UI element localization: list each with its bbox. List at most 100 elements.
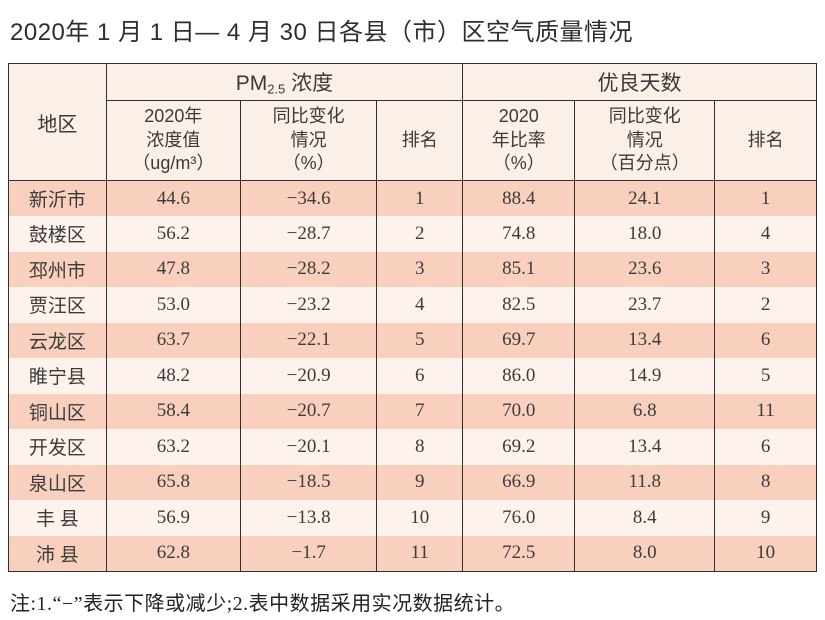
good-ratio-cell: 66.9 [462, 464, 576, 500]
pm25-group-suffix: 浓度 [285, 72, 334, 95]
pm25-change-cell: −28.2 [239, 251, 378, 287]
good-ratio-column-header: 2020 年比率 （%） [462, 100, 576, 181]
good-ratio-cell: 74.8 [462, 216, 576, 252]
pm25-rank-cell: 5 [376, 322, 464, 358]
table-row: 新沂市 44.6 −34.6 1 88.4 24.1 1 [8, 180, 817, 216]
good-rank-cell: 9 [714, 500, 817, 536]
pm25-rank-cell: 11 [376, 535, 464, 571]
pm25-rank-cell: 4 [376, 287, 464, 323]
table-row: 泉山区 65.8 −18.5 9 66.9 11.8 8 [8, 464, 817, 500]
good-rank-column-header: 排名 [714, 100, 817, 181]
table-row: 贾汪区 53.0 −23.2 4 82.5 23.7 2 [8, 287, 817, 323]
pm25-rank-column-header: 排名 [376, 100, 464, 181]
good-change-cell: 13.4 [574, 429, 716, 465]
pm25-change-cell: −22.1 [239, 322, 378, 358]
pm25-rank-cell: 6 [376, 358, 464, 394]
pm25-rank-cell: 3 [376, 251, 464, 287]
good-ratio-cell: 88.4 [462, 180, 576, 216]
good-rank-cell: 11 [714, 393, 817, 429]
pm25-change-cell: −28.7 [239, 216, 378, 252]
good-change-column-header: 同比变化 情况 （百分点） [574, 100, 716, 181]
good-ratio-cell: 86.0 [462, 358, 576, 394]
good-ratio-cell: 76.0 [462, 500, 576, 536]
good-ratio-cell: 72.5 [462, 535, 576, 571]
pm25-change-cell: −13.8 [239, 500, 378, 536]
good-change-cell: 18.0 [574, 216, 716, 252]
good-days-label: 优良天数 [597, 72, 682, 95]
table-row: 云龙区 63.7 −22.1 5 69.7 13.4 6 [8, 322, 817, 358]
pm25-change-cell: −20.1 [239, 429, 378, 465]
pm25-rank-cell: 1 [376, 180, 464, 216]
table-row: 丰 县 56.9 −13.8 10 76.0 8.4 9 [8, 500, 817, 536]
pm25-value-cell: 53.0 [105, 287, 241, 323]
region-cell: 新沂市 [8, 180, 107, 216]
region-cell: 贾汪区 [8, 287, 107, 323]
good-change-cell: 8.4 [574, 500, 716, 536]
region-cell: 开发区 [8, 429, 107, 465]
footer-note: 注:1.“−”表示下降或减少;2.表中数据采用实况数据统计。 [10, 592, 516, 615]
pm25-change-cell: −18.5 [239, 464, 378, 500]
pm25-value-cell: 47.8 [105, 251, 241, 287]
table-header: 地区 PM2.5 浓度 优良天数 2020年 浓度值 （ug/m³） 同比变化 … [8, 63, 817, 181]
region-column-header: 地区 [8, 63, 107, 181]
good-change-cell: 14.9 [574, 358, 716, 394]
pm25-change-cell: −1.7 [239, 535, 378, 571]
pm25-rank-cell: 10 [376, 500, 464, 536]
sub-header-row: 2020年 浓度值 （ug/m³） 同比变化 情况 （%） 排名 2020 年比… [9, 100, 817, 181]
table-body: 新沂市 44.6 −34.6 1 88.4 24.1 1 鼓楼区 56.2 −2… [8, 180, 817, 571]
table-row: 开发区 63.2 −20.1 8 69.2 13.4 6 [8, 429, 817, 465]
good-change-cell: 23.7 [574, 287, 716, 323]
region-cell: 睢宁县 [8, 358, 107, 394]
good-rank-cell: 1 [714, 180, 817, 216]
good-days-group-header: 优良天数 [462, 63, 817, 101]
group-header-row: 地区 PM2.5 浓度 优良天数 [8, 63, 817, 181]
table-row: 沛 县 62.8 −1.7 11 72.5 8.0 10 [8, 535, 817, 571]
pm25-value-cell: 56.2 [105, 216, 241, 252]
good-ratio-cell: 85.1 [462, 251, 576, 287]
pm25-value-cell: 58.4 [105, 393, 241, 429]
region-cell: 丰 县 [8, 500, 107, 536]
good-rank-cell: 2 [714, 287, 817, 323]
good-rank-cell: 5 [714, 358, 817, 394]
pm25-group-prefix: PM [235, 72, 268, 95]
pm25-change-cell: −23.2 [239, 287, 378, 323]
pm25-rank-cell: 7 [376, 393, 464, 429]
pm25-change-cell: −34.6 [239, 180, 378, 216]
pm25-rank-cell: 9 [376, 464, 464, 500]
pm25-value-cell: 48.2 [105, 358, 241, 394]
pm25-rank-cell: 8 [376, 429, 464, 465]
good-rank-cell: 10 [714, 535, 817, 571]
good-rank-cell: 8 [714, 464, 817, 500]
pm25-change-cell: −20.7 [239, 393, 378, 429]
pm25-value-cell: 44.6 [105, 180, 241, 216]
good-change-cell: 11.8 [574, 464, 716, 500]
good-rank-cell: 3 [714, 251, 817, 287]
region-cell: 铜山区 [8, 393, 107, 429]
good-rank-cell: 6 [714, 429, 817, 465]
pm25-value-cell: 65.8 [105, 464, 241, 500]
pm25-rank-cell: 2 [376, 216, 464, 252]
pm25-value-cell: 56.9 [105, 500, 241, 536]
pm25-change-cell: −20.9 [239, 358, 378, 394]
good-ratio-cell: 69.2 [462, 429, 576, 465]
table-row: 邳州市 47.8 −28.2 3 85.1 23.6 3 [8, 251, 817, 287]
pm25-value-column-header: 2020年 浓度值 （ug/m³） [105, 100, 241, 181]
pm25-group-header: PM2.5 浓度 [105, 63, 464, 101]
table-row: 铜山区 58.4 −20.7 7 70.0 6.8 11 [8, 393, 817, 429]
region-cell: 云龙区 [8, 322, 107, 358]
pm25-value-cell: 63.2 [105, 429, 241, 465]
good-ratio-cell: 70.0 [462, 393, 576, 429]
table-row: 睢宁县 48.2 −20.9 6 86.0 14.9 5 [8, 358, 817, 394]
pm25-change-column-header: 同比变化 情况 （%） [239, 100, 378, 181]
good-rank-cell: 6 [714, 322, 817, 358]
good-change-cell: 24.1 [574, 180, 716, 216]
good-ratio-cell: 69.7 [462, 322, 576, 358]
good-change-cell: 13.4 [574, 322, 716, 358]
good-change-cell: 8.0 [574, 535, 716, 571]
pm25-subscript: 2.5 [267, 81, 286, 97]
region-cell: 鼓楼区 [8, 216, 107, 252]
good-ratio-cell: 82.5 [462, 287, 576, 323]
pm25-value-cell: 63.7 [105, 322, 241, 358]
table-row: 鼓楼区 56.2 −28.7 2 74.8 18.0 4 [8, 216, 817, 252]
